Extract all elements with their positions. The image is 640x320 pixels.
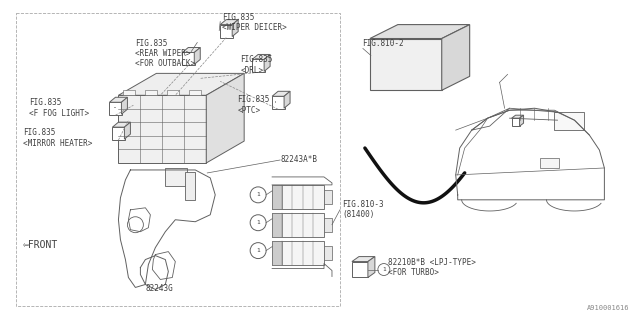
Bar bbox=[272, 213, 282, 237]
Polygon shape bbox=[511, 115, 524, 118]
Text: FIG.810-2: FIG.810-2 bbox=[362, 38, 404, 48]
Polygon shape bbox=[124, 122, 131, 139]
Text: FIG.835
<WIPER DEICER>: FIG.835 <WIPER DEICER> bbox=[222, 13, 287, 32]
Bar bbox=[272, 241, 324, 265]
Bar bbox=[324, 246, 332, 260]
Text: FIG.835
<REAR WIPER>
<FOR OUTBACK>: FIG.835 <REAR WIPER> <FOR OUTBACK> bbox=[136, 38, 196, 68]
Polygon shape bbox=[232, 20, 238, 36]
Polygon shape bbox=[352, 257, 375, 261]
Bar bbox=[272, 241, 282, 265]
Bar bbox=[540, 158, 559, 168]
Text: 82210B*B <LPJ-TYPE>
<FOR TURBO>: 82210B*B <LPJ-TYPE> <FOR TURBO> bbox=[388, 258, 476, 277]
Polygon shape bbox=[109, 97, 127, 102]
Polygon shape bbox=[264, 54, 270, 71]
Text: 82243G: 82243G bbox=[145, 284, 173, 293]
Bar bbox=[324, 190, 332, 204]
Text: ⇦FRONT: ⇦FRONT bbox=[22, 240, 58, 250]
Polygon shape bbox=[284, 91, 290, 108]
Polygon shape bbox=[220, 20, 238, 25]
Text: 1: 1 bbox=[256, 248, 260, 253]
Polygon shape bbox=[442, 25, 470, 90]
Bar bbox=[145, 90, 157, 95]
Bar bbox=[220, 25, 233, 37]
Polygon shape bbox=[252, 54, 270, 60]
Bar bbox=[511, 118, 520, 126]
Bar bbox=[109, 102, 122, 115]
Bar bbox=[272, 185, 282, 209]
Polygon shape bbox=[368, 257, 375, 277]
Bar bbox=[554, 112, 584, 130]
Text: FIG.835
<MIRROR HEATER>: FIG.835 <MIRROR HEATER> bbox=[22, 128, 92, 148]
Polygon shape bbox=[113, 122, 131, 127]
Polygon shape bbox=[520, 115, 524, 126]
Bar bbox=[186, 172, 195, 200]
Text: 1: 1 bbox=[256, 220, 260, 225]
Text: FIG.835
<DRL>: FIG.835 <DRL> bbox=[240, 55, 273, 75]
Text: A910001616: A910001616 bbox=[587, 305, 629, 311]
Bar bbox=[113, 127, 125, 140]
Polygon shape bbox=[206, 73, 244, 163]
Bar bbox=[124, 90, 136, 95]
Bar bbox=[324, 218, 332, 232]
Polygon shape bbox=[370, 25, 470, 38]
Bar bbox=[272, 213, 324, 237]
Polygon shape bbox=[195, 47, 200, 64]
Bar bbox=[272, 96, 285, 109]
Bar bbox=[167, 90, 179, 95]
Polygon shape bbox=[122, 97, 127, 114]
Text: FIG.810-3
(81400): FIG.810-3 (81400) bbox=[342, 200, 383, 219]
Text: 1: 1 bbox=[256, 192, 260, 197]
Bar bbox=[182, 52, 195, 65]
Bar bbox=[272, 185, 324, 209]
Text: FIG.835
<F FOG LIGHT>: FIG.835 <F FOG LIGHT> bbox=[29, 98, 89, 118]
Text: FIG.835
<PTC>: FIG.835 <PTC> bbox=[237, 95, 269, 115]
Text: 1: 1 bbox=[382, 267, 386, 272]
Polygon shape bbox=[272, 91, 290, 96]
Polygon shape bbox=[182, 47, 200, 52]
Bar bbox=[352, 261, 368, 277]
Polygon shape bbox=[118, 73, 244, 95]
Bar bbox=[15, 13, 340, 306]
Bar bbox=[252, 60, 265, 72]
Bar bbox=[118, 95, 206, 163]
Bar bbox=[370, 38, 442, 90]
Bar bbox=[189, 90, 201, 95]
Bar bbox=[165, 168, 188, 186]
Text: 82243A*B: 82243A*B bbox=[280, 155, 317, 164]
